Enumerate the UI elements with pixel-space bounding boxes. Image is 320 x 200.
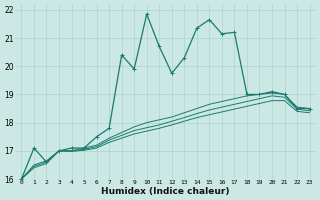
- X-axis label: Humidex (Indice chaleur): Humidex (Indice chaleur): [101, 187, 230, 196]
